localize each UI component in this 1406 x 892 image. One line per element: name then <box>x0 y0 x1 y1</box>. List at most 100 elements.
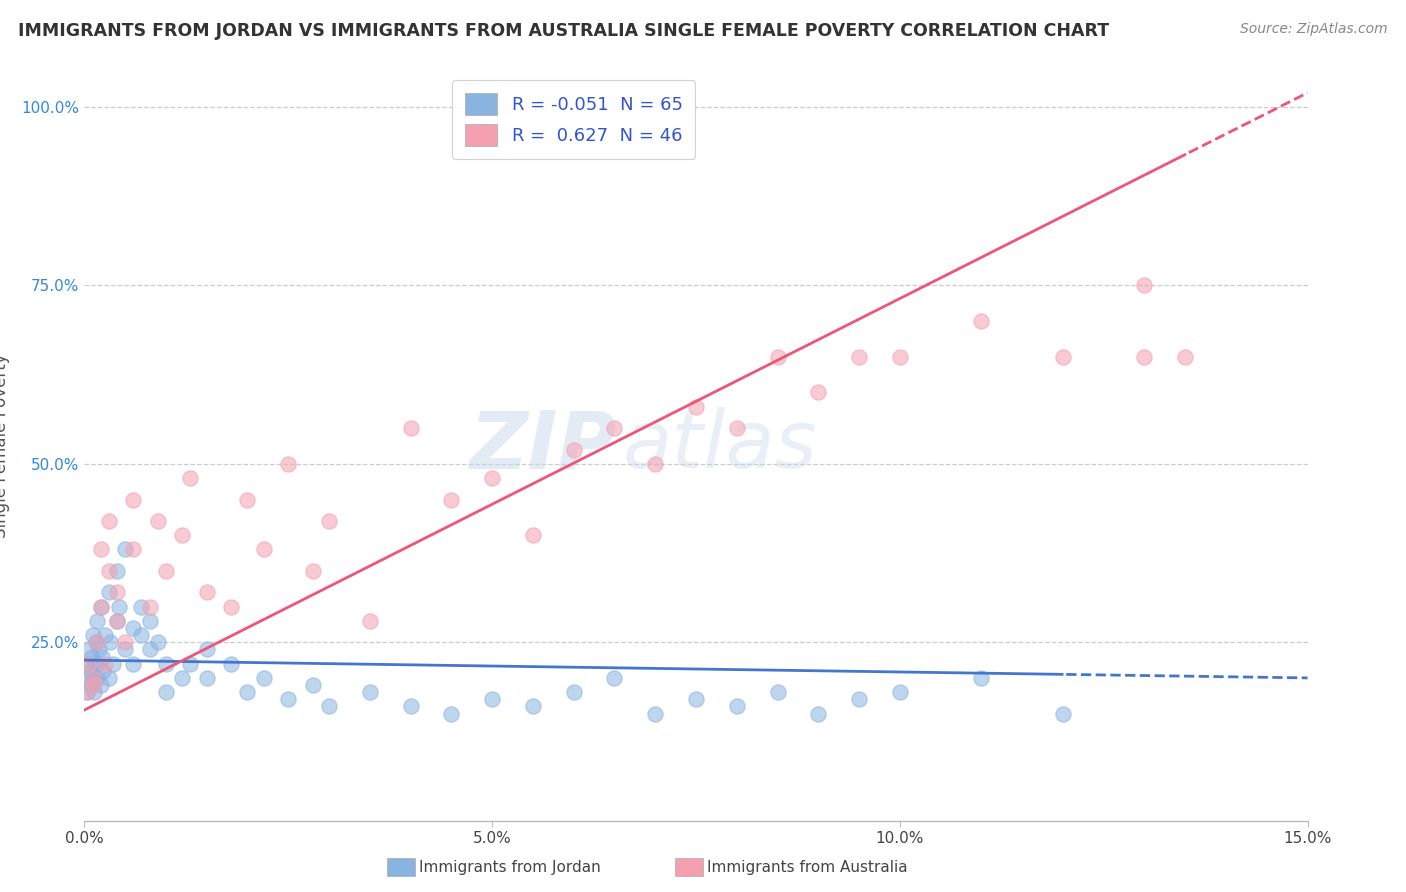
Point <box>83 678 105 692</box>
Text: Immigrants from Jordan: Immigrants from Jordan <box>419 860 600 874</box>
Point <box>87 657 110 671</box>
Point <box>97 585 120 599</box>
Point <box>105 614 128 628</box>
Point <box>172 528 194 542</box>
Point <box>155 564 177 578</box>
Point <box>603 671 626 685</box>
Point <box>685 692 707 706</box>
Point <box>105 564 128 578</box>
Point <box>84 635 107 649</box>
Point <box>90 678 112 692</box>
Point <box>122 657 145 671</box>
Point <box>138 642 160 657</box>
Point <box>301 564 323 578</box>
Point <box>77 657 100 671</box>
Point <box>146 514 169 528</box>
Point <box>138 599 160 614</box>
Point <box>219 657 242 671</box>
Point <box>93 657 115 671</box>
Point <box>122 492 145 507</box>
Point <box>1052 350 1074 364</box>
Point <box>807 706 830 721</box>
Point <box>77 642 100 657</box>
Point <box>76 685 98 699</box>
Point <box>155 685 177 699</box>
Point <box>82 671 104 685</box>
Point <box>82 628 104 642</box>
Point <box>236 685 259 699</box>
Point <box>93 628 115 642</box>
Point <box>277 692 299 706</box>
Point <box>146 635 169 649</box>
Point <box>1133 278 1156 293</box>
Point <box>644 457 666 471</box>
Point <box>82 671 104 685</box>
Point <box>725 699 748 714</box>
Point <box>155 657 177 671</box>
Text: ZIP: ZIP <box>470 407 616 485</box>
Point <box>172 671 194 685</box>
Point <box>100 635 122 649</box>
Point <box>90 599 112 614</box>
Point <box>195 671 218 685</box>
Point <box>399 699 422 714</box>
Point <box>807 385 830 400</box>
Point <box>90 599 112 614</box>
Point <box>481 692 503 706</box>
Point <box>253 542 276 557</box>
Point <box>122 542 145 557</box>
Point <box>131 599 153 614</box>
Point <box>77 671 100 685</box>
Point <box>97 514 120 528</box>
Point <box>522 699 544 714</box>
Point <box>970 671 993 685</box>
Point <box>1052 706 1074 721</box>
Point <box>80 678 103 692</box>
Point <box>91 664 114 678</box>
Point <box>84 657 107 671</box>
Point <box>359 685 381 699</box>
Point <box>253 671 276 685</box>
Point <box>318 699 340 714</box>
Point <box>138 614 160 628</box>
Point <box>889 350 911 364</box>
Point <box>889 685 911 699</box>
Point <box>179 471 201 485</box>
Point <box>86 635 108 649</box>
Text: IMMIGRANTS FROM JORDAN VS IMMIGRANTS FROM AUSTRALIA SINGLE FEMALE POVERTY CORREL: IMMIGRANTS FROM JORDAN VS IMMIGRANTS FRO… <box>18 22 1109 40</box>
Point <box>1174 350 1197 364</box>
Point <box>236 492 259 507</box>
Point <box>131 628 153 642</box>
Point <box>195 642 218 657</box>
Point <box>848 692 870 706</box>
Point <box>101 657 124 671</box>
Point <box>86 614 108 628</box>
Point <box>359 614 381 628</box>
Point <box>86 671 108 685</box>
Point <box>87 642 110 657</box>
Point <box>766 685 789 699</box>
Point <box>440 706 463 721</box>
Point <box>522 528 544 542</box>
Point <box>301 678 323 692</box>
Point <box>725 421 748 435</box>
Point <box>114 642 136 657</box>
Point <box>107 599 129 614</box>
Legend: R = -0.051  N = 65, R =  0.627  N = 46: R = -0.051 N = 65, R = 0.627 N = 46 <box>453 80 695 159</box>
Point <box>105 585 128 599</box>
Point <box>399 421 422 435</box>
Point <box>90 542 112 557</box>
Point <box>318 514 340 528</box>
Point <box>195 585 218 599</box>
Point <box>277 457 299 471</box>
Point <box>970 314 993 328</box>
Point <box>644 706 666 721</box>
Point <box>440 492 463 507</box>
Point <box>80 649 103 664</box>
Point <box>105 614 128 628</box>
Point <box>114 542 136 557</box>
Point <box>685 400 707 414</box>
Point <box>766 350 789 364</box>
Point <box>481 471 503 485</box>
Point <box>122 621 145 635</box>
